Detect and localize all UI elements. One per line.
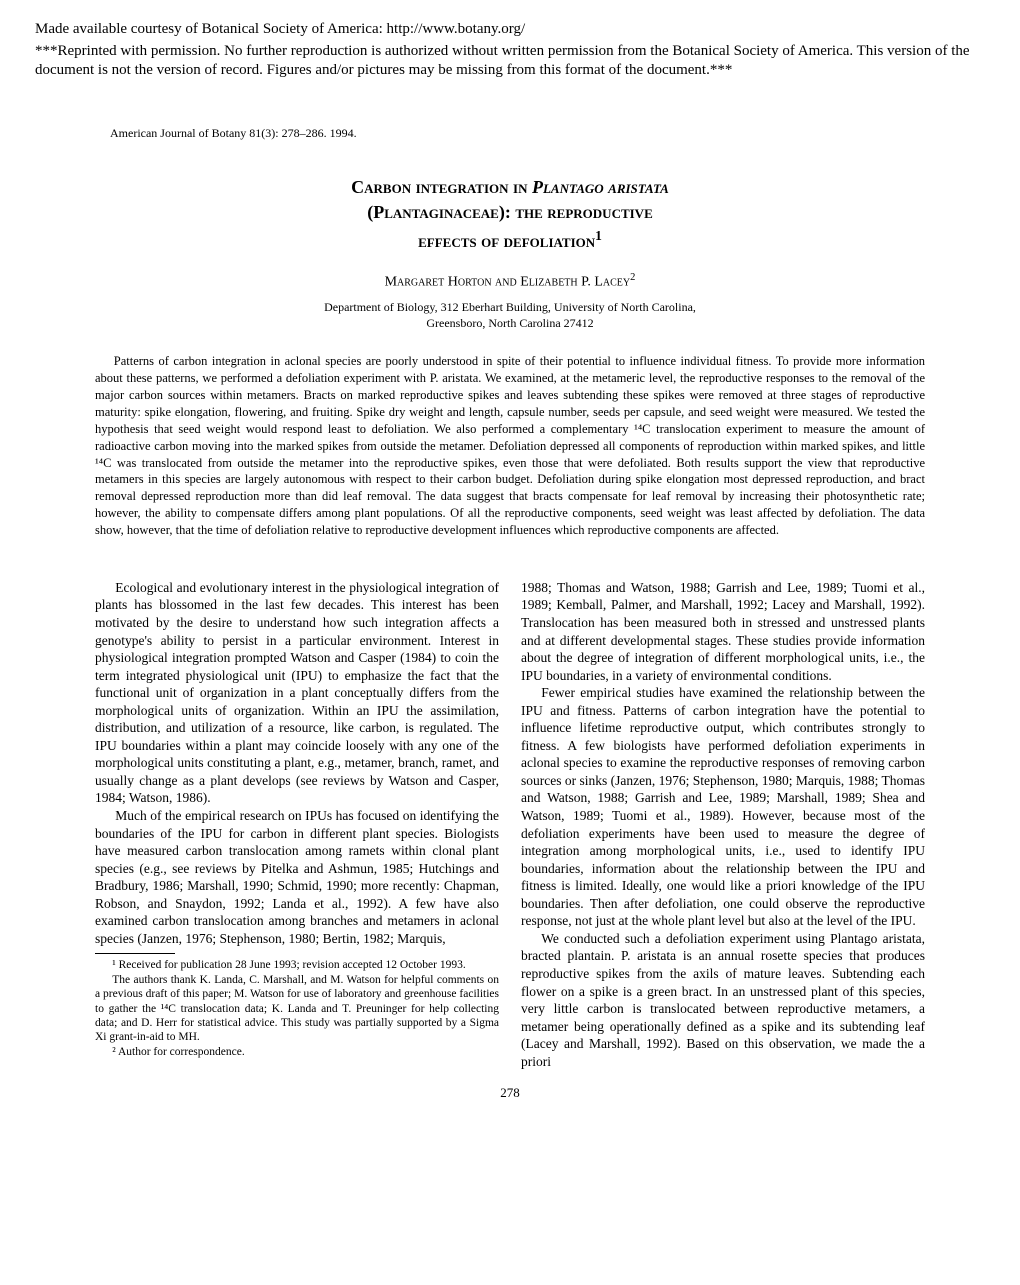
footnote-thanks: The authors thank K. Landa, C. Marshall,… — [95, 973, 499, 1045]
title-line3-text: effects of defoliation — [418, 231, 595, 251]
column-left: Ecological and evolutionary interest in … — [95, 579, 499, 1070]
authors-footnote-marker: 2 — [630, 272, 635, 283]
col2-paragraph-2: Fewer empirical studies have examined th… — [521, 684, 925, 930]
col2-paragraph-3: We conducted such a defoliation experime… — [521, 930, 925, 1070]
journal-info: American Journal of Botany 81(3): 278–28… — [110, 126, 985, 142]
article-title-line3: effects of defoliation1 — [35, 227, 985, 253]
authors-names: Margaret Horton and Elizabeth P. Lacey — [385, 275, 631, 290]
title-species-name: Plantago aristata — [532, 177, 669, 197]
authors: Margaret Horton and Elizabeth P. Lacey2 — [35, 271, 985, 292]
footnote-1: ¹ Received for publication 28 June 1993;… — [95, 958, 499, 972]
footnote-divider — [95, 953, 175, 954]
reprint-notice: ***Reprinted with permission. No further… — [35, 42, 985, 81]
col1-paragraph-2: Much of the empirical research on IPUs h… — [95, 807, 499, 947]
column-right: 1988; Thomas and Watson, 1988; Garrish a… — [521, 579, 925, 1070]
affiliation: Department of Biology, 312 Eberhart Buil… — [35, 300, 985, 331]
body-columns: Ecological and evolutionary interest in … — [95, 579, 925, 1070]
col2-paragraph-1: 1988; Thomas and Watson, 1988; Garrish a… — [521, 579, 925, 684]
availability-notice: Made available courtesy of Botanical Soc… — [35, 20, 985, 40]
col1-paragraph-1: Ecological and evolutionary interest in … — [95, 579, 499, 807]
page-number: 278 — [35, 1085, 985, 1102]
title-prefix: Carbon integration in — [351, 177, 532, 197]
footnote-2: ² Author for correspondence. — [95, 1045, 499, 1059]
affiliation-line1: Department of Biology, 312 Eberhart Buil… — [324, 300, 696, 314]
abstract-text: Patterns of carbon integration in aclona… — [95, 353, 925, 539]
article-title-line2: (Plantaginaceae): the reproductive — [35, 201, 985, 224]
affiliation-line2: Greensboro, North Carolina 27412 — [426, 316, 593, 330]
article-title-line1: Carbon integration in Plantago aristata — [35, 176, 985, 199]
title-footnote-marker: 1 — [595, 228, 602, 243]
